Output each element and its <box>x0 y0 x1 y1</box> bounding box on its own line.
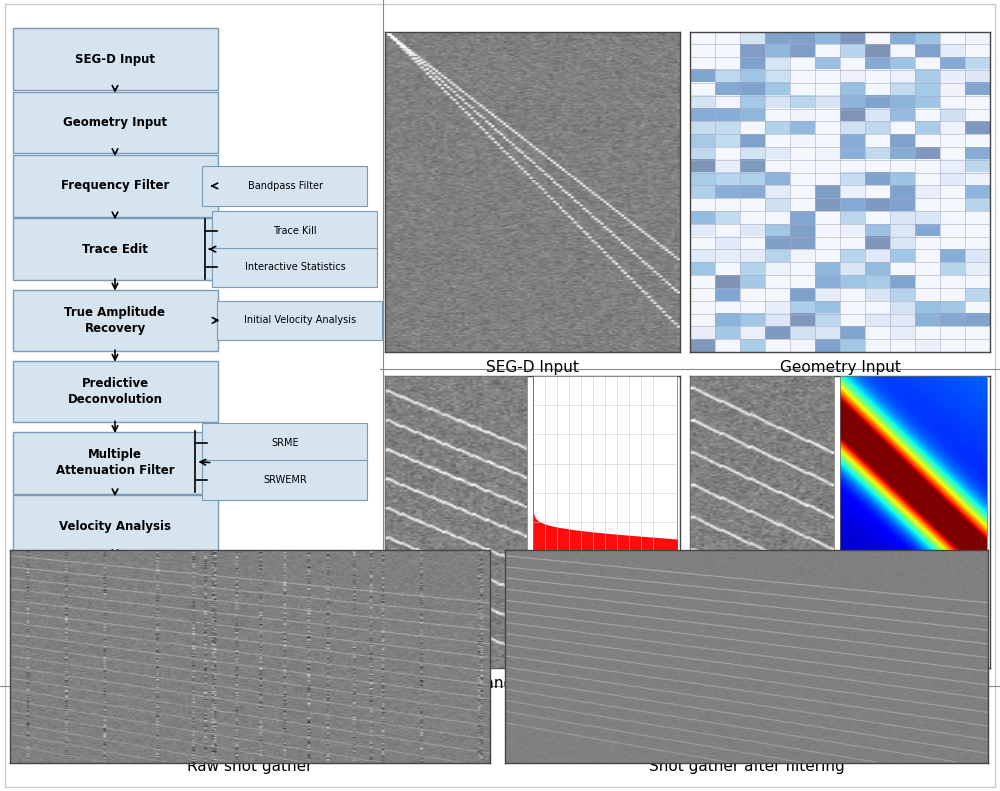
FancyBboxPatch shape <box>212 211 377 251</box>
Text: Geometry Input: Geometry Input <box>63 116 167 129</box>
Text: Stack: Stack <box>97 581 133 593</box>
Text: Trace Edit: Trace Edit <box>82 243 148 255</box>
Text: Raw shot gather: Raw shot gather <box>187 759 313 774</box>
FancyBboxPatch shape <box>212 248 377 287</box>
Text: Velocity Analysis: Velocity Analysis <box>59 520 171 532</box>
Text: Shot gather after filtering: Shot gather after filtering <box>649 759 844 774</box>
FancyBboxPatch shape <box>202 460 367 500</box>
FancyBboxPatch shape <box>12 218 218 280</box>
Text: Geometry Input: Geometry Input <box>780 360 900 375</box>
FancyBboxPatch shape <box>12 432 218 494</box>
Text: Bandpass Filter: Bandpass Filter <box>248 181 322 191</box>
Text: Initial Velocity Analysis: Initial Velocity Analysis <box>244 316 356 325</box>
Text: Frequency Filter: Frequency Filter <box>61 180 169 192</box>
FancyBboxPatch shape <box>12 361 218 422</box>
Text: True Amplitude
Recovery: True Amplitude Recovery <box>64 306 166 335</box>
FancyBboxPatch shape <box>12 495 218 557</box>
FancyBboxPatch shape <box>202 423 367 463</box>
Text: FK Filter: FK Filter <box>809 676 871 691</box>
Text: Multiple
Attenuation Filter: Multiple Attenuation Filter <box>56 448 174 477</box>
FancyBboxPatch shape <box>12 556 218 618</box>
Text: Bandpass Filter: Bandpass Filter <box>474 676 591 691</box>
Text: SEG-D Input: SEG-D Input <box>486 360 579 375</box>
FancyBboxPatch shape <box>12 290 218 351</box>
FancyBboxPatch shape <box>12 155 218 217</box>
Text: Trace Kill: Trace Kill <box>273 226 317 236</box>
Text: Interactive Statistics: Interactive Statistics <box>245 263 345 272</box>
Text: SEG-D Input: SEG-D Input <box>75 53 155 66</box>
FancyBboxPatch shape <box>12 28 218 90</box>
FancyBboxPatch shape <box>217 301 382 340</box>
Text: Processing work flow: Processing work flow <box>103 628 277 645</box>
Text: SRWEMR: SRWEMR <box>263 475 307 485</box>
Text: Predictive
Deconvolution: Predictive Deconvolution <box>68 377 162 406</box>
FancyBboxPatch shape <box>202 166 367 206</box>
FancyBboxPatch shape <box>12 92 218 153</box>
Text: SRME: SRME <box>271 438 299 448</box>
